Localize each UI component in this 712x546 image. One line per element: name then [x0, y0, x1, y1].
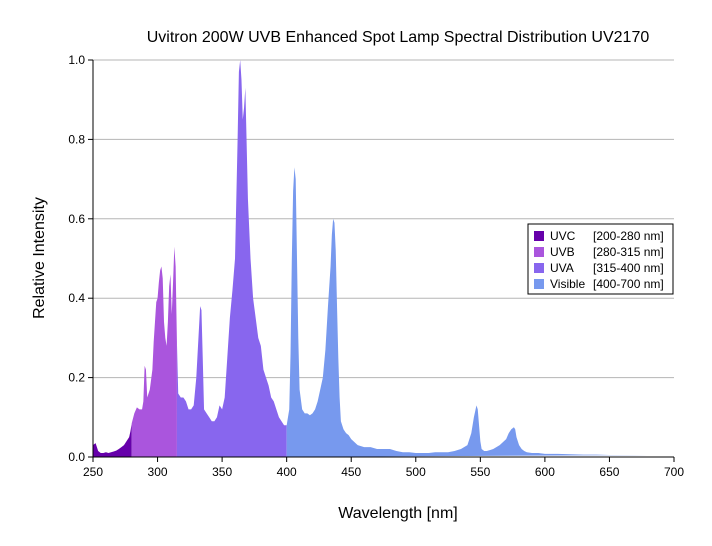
y-tick-label: 0.0: [68, 450, 85, 464]
y-tick-label: 0.4: [68, 291, 85, 305]
legend-name: UVB: [550, 245, 575, 259]
x-tick-label: 700: [664, 465, 684, 479]
y-tick-label: 0.6: [68, 212, 85, 226]
legend-name: UVA: [550, 261, 574, 275]
x-tick-label: 600: [535, 465, 555, 479]
area-uvb: [131, 246, 177, 457]
area-uva: [176, 60, 287, 457]
x-tick-label: 500: [406, 465, 426, 479]
legend-swatch: [534, 279, 544, 289]
legend-range: [200-280 nm]: [593, 229, 664, 243]
y-tick-label: 0.8: [68, 132, 85, 146]
x-tick-label: 300: [148, 465, 168, 479]
legend-range: [400-700 nm]: [593, 277, 664, 291]
legend-name: UVC: [550, 229, 576, 243]
x-tick-label: 250: [83, 465, 103, 479]
legend-swatch: [534, 263, 544, 273]
y-tick-label: 1.0: [68, 53, 85, 67]
axes: [88, 59, 675, 462]
y-tick-labels: 0.0 0.2 0.4 0.6 0.8 1.0: [68, 53, 85, 464]
grid: [93, 59, 674, 379]
spectrum-areas: [93, 60, 649, 457]
area-visible: [286, 167, 649, 457]
legend-range: [280-315 nm]: [593, 245, 664, 259]
y-tick-label: 0.2: [68, 371, 85, 385]
x-tick-labels: 250 300 350 400 450 500 550 600 650 700: [83, 465, 684, 479]
chart-title: Uvitron 200W UVB Enhanced Spot Lamp Spec…: [147, 29, 650, 46]
x-tick-label: 400: [277, 465, 297, 479]
x-tick-label: 350: [212, 465, 232, 479]
x-axis-title: Wavelength [nm]: [338, 505, 457, 522]
y-axis-title: Relative Intensity: [31, 197, 48, 319]
x-tick-label: 650: [599, 465, 619, 479]
legend-swatch: [534, 247, 544, 257]
x-tick-label: 550: [470, 465, 490, 479]
legend-swatch: [534, 231, 544, 241]
legend-name: Visible: [550, 277, 585, 291]
legend-box: [527, 223, 674, 295]
area-uvc: [93, 423, 132, 457]
legend: UVC [200-280 nm] UVB [280-315 nm] UVA [315-40…: [527, 223, 674, 295]
legend-range: [315-400 nm]: [593, 261, 664, 275]
x-tick-label: 450: [341, 465, 361, 479]
